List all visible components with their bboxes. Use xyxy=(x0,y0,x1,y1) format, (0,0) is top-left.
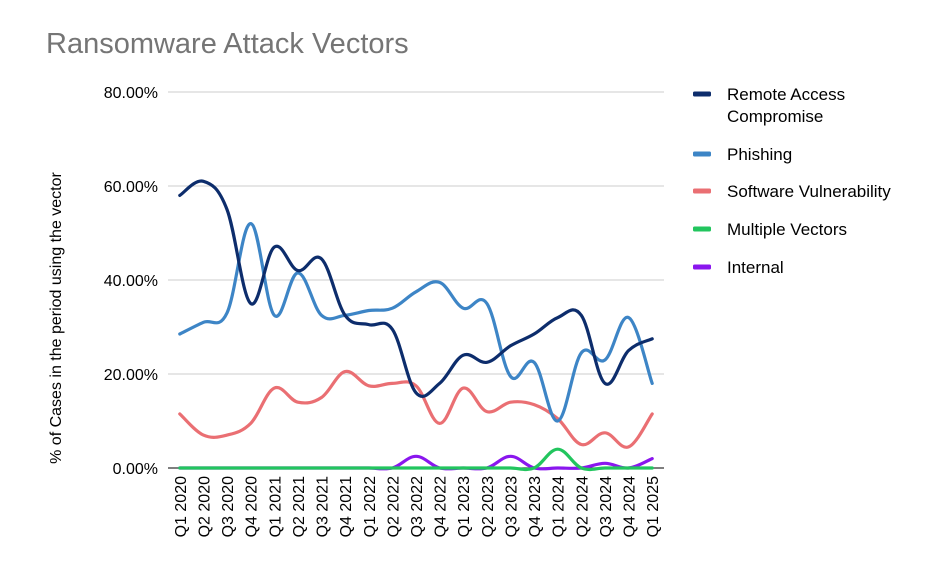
legend-label: Compromise xyxy=(727,107,823,126)
legend-swatch xyxy=(693,91,711,97)
legend-label: Internal xyxy=(727,258,784,277)
legend-label: Multiple Vectors xyxy=(727,220,847,239)
series-line-multiple-vectors xyxy=(178,447,654,472)
x-tick-label: Q3 2023 xyxy=(503,476,520,537)
x-tick-label: Q4 2023 xyxy=(527,476,544,537)
series-line-software-vulnerability xyxy=(178,369,654,449)
x-tick-label: Q4 2024 xyxy=(622,476,639,537)
y-tick-label: 60.00% xyxy=(104,179,158,196)
x-tick-label: Q2 2021 xyxy=(291,476,308,537)
y-tick-label: 40.00% xyxy=(104,273,158,290)
x-tick-label: Q3 2024 xyxy=(598,476,615,537)
legend: Remote Access Compromise Phishing Software … xyxy=(693,85,891,277)
x-tick-label: Q1 2022 xyxy=(362,476,379,537)
legend-item-multiple-vectors: Multiple Vectors xyxy=(693,220,847,239)
x-tick-label: Q1 2021 xyxy=(267,476,284,537)
series-line-remote-access-compromise xyxy=(178,179,654,398)
x-tick-label: Q2 2023 xyxy=(480,476,497,537)
y-axis-label: % of Cases in the period using the vecto… xyxy=(48,171,65,463)
x-tick-label: Q3 2021 xyxy=(315,476,332,537)
x-tick-label: Q2 2024 xyxy=(574,476,591,537)
x-tick-label: Q3 2020 xyxy=(220,476,237,537)
legend-swatch xyxy=(693,264,711,270)
x-tick-label: Q4 2022 xyxy=(433,476,450,537)
legend-swatch xyxy=(693,226,711,232)
x-tick-label: Q1 2023 xyxy=(456,476,473,537)
x-tick-label: Q1 2024 xyxy=(551,476,568,537)
legend-label: Remote Access xyxy=(727,85,845,104)
series-lines xyxy=(178,179,654,472)
x-tick-label: Q2 2022 xyxy=(385,476,402,537)
x-tick-label: Q1 2020 xyxy=(173,476,190,537)
x-axis-ticks: Q1 2020 Q2 2020 Q3 2020 Q4 2020 Q1 2021 Q2 20… xyxy=(173,476,662,537)
x-tick-label: Q2 2020 xyxy=(196,476,213,537)
legend-label: Software Vulnerability xyxy=(727,182,891,201)
x-tick-label: Q4 2021 xyxy=(338,476,355,537)
legend-item-internal: Internal xyxy=(693,258,784,277)
legend-item-software-vulnerability: Software Vulnerability xyxy=(693,182,891,201)
series-line-phishing xyxy=(178,221,654,423)
y-tick-label: 80.00% xyxy=(104,85,158,102)
y-tick-label: 20.00% xyxy=(104,367,158,384)
legend-item-remote-access-compromise: Remote Access Compromise xyxy=(693,85,845,126)
legend-item-phishing: Phishing xyxy=(693,145,792,164)
x-tick-label: Q3 2022 xyxy=(409,476,426,537)
legend-label: Phishing xyxy=(727,145,792,164)
y-tick-label: 0.00% xyxy=(113,461,158,478)
x-tick-label: Q4 2020 xyxy=(244,476,261,537)
legend-swatch xyxy=(693,188,711,194)
chart-title: Ransomware Attack Vectors xyxy=(46,28,409,60)
x-tick-label: Q1 2025 xyxy=(645,476,662,537)
y-axis-ticks: 0.00% 20.00% 40.00% 60.00% 80.00% xyxy=(104,85,158,478)
legend-swatch xyxy=(693,151,711,157)
